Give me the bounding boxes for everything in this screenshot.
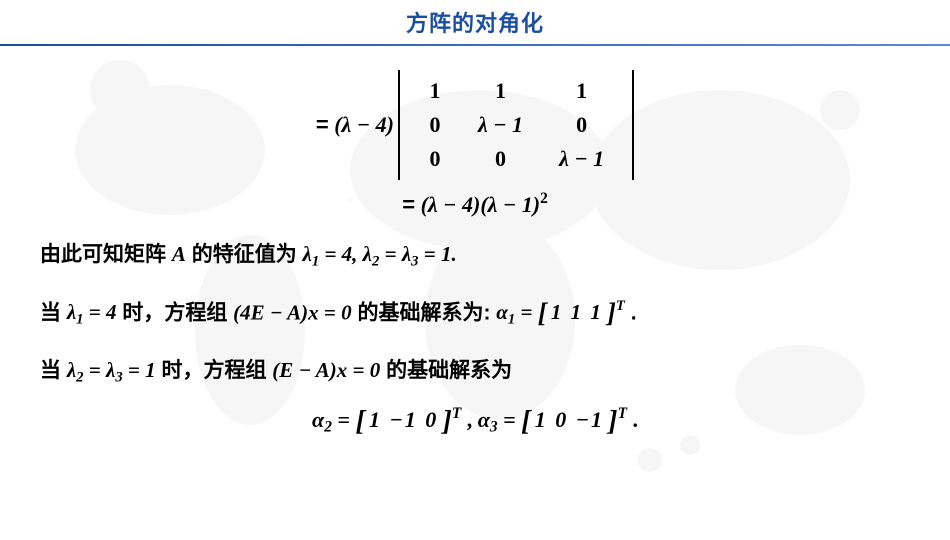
det-cell: 0	[541, 108, 622, 142]
determinant-expression: = (λ − 4) 1 1 1 0 λ − 1 0 0 0 λ − 1	[40, 70, 910, 180]
det-row-2: 0 λ − 1 0	[410, 108, 622, 142]
det-cell: λ − 1	[460, 108, 541, 142]
eigenvalue-statement: 由此可知矩阵 A 的特征值为 λ1 = 4, λ2 = λ3 = 1.	[40, 236, 910, 275]
lambda23-cond: λ2 = λ3 = 1	[67, 358, 156, 382]
factored-expression: = (λ − 4)(λ − 1)2	[40, 190, 910, 218]
text-segment: 时，方程组	[156, 359, 273, 382]
text-end: .	[625, 301, 637, 324]
title-bar: 方阵的对角化	[0, 0, 950, 44]
title-underline	[0, 44, 950, 46]
det-row-1: 1 1 1	[410, 74, 622, 108]
case-lambda-1: 当 λ2 = λ3 = 1 时，方程组 (E − A)x = 0 的基础解系为	[40, 352, 910, 391]
text-segment: 的基础解系为	[380, 359, 512, 382]
det-prefix: = (λ − 4)	[316, 112, 394, 138]
det-cell: 0	[410, 142, 460, 176]
eigenvalue-list: λ1 = 4, λ2 = λ3 = 1.	[303, 242, 457, 266]
det-cell: 1	[541, 74, 622, 108]
det-cell: 1	[460, 74, 541, 108]
alpha1-vector: α1 = [1 1 1]T	[496, 300, 625, 324]
basis-vectors-lambda1: α2 = [1 −1 0]T , α3 = [1 0 −1]T .	[40, 405, 910, 438]
equation-4E-A: (4E − A)x = 0	[233, 300, 351, 324]
text-segment: 当	[40, 301, 67, 324]
basis-end: .	[627, 407, 638, 432]
alpha3-vector: α3 = [1 0 −1]T	[478, 407, 627, 432]
determinant-matrix: 1 1 1 0 λ − 1 0 0 0 λ − 1	[398, 70, 634, 180]
det-cell: 0	[460, 142, 541, 176]
matrix-A: A	[172, 242, 186, 266]
factored-exponent: 2	[540, 190, 548, 207]
text-segment: 的基础解系为:	[352, 301, 497, 324]
text-segment: 由此可知矩阵	[40, 243, 172, 266]
equation-E-A: (E − A)x = 0	[272, 358, 380, 382]
text-segment: 当	[40, 359, 67, 382]
det-cell: 0	[410, 108, 460, 142]
text-segment: 的特征值为	[186, 243, 303, 266]
basis-separator: ,	[461, 407, 478, 432]
det-cell: λ − 1	[541, 142, 622, 176]
lambda1-cond: λ1 = 4	[67, 300, 117, 324]
det-row-3: 0 0 λ − 1	[410, 142, 622, 176]
det-cell: 1	[410, 74, 460, 108]
alpha2-vector: α2 = [1 −1 0]T	[312, 407, 461, 432]
case-lambda-4: 当 λ1 = 4 时，方程组 (4E − A)x = 0 的基础解系为: α1 …	[40, 289, 910, 338]
slide-content: = (λ − 4) 1 1 1 0 λ − 1 0 0 0 λ − 1	[0, 70, 950, 438]
text-segment: 时，方程组	[116, 301, 233, 324]
factored-text: = (λ − 4)(λ − 1)	[402, 192, 540, 217]
page-title: 方阵的对角化	[406, 6, 544, 38]
